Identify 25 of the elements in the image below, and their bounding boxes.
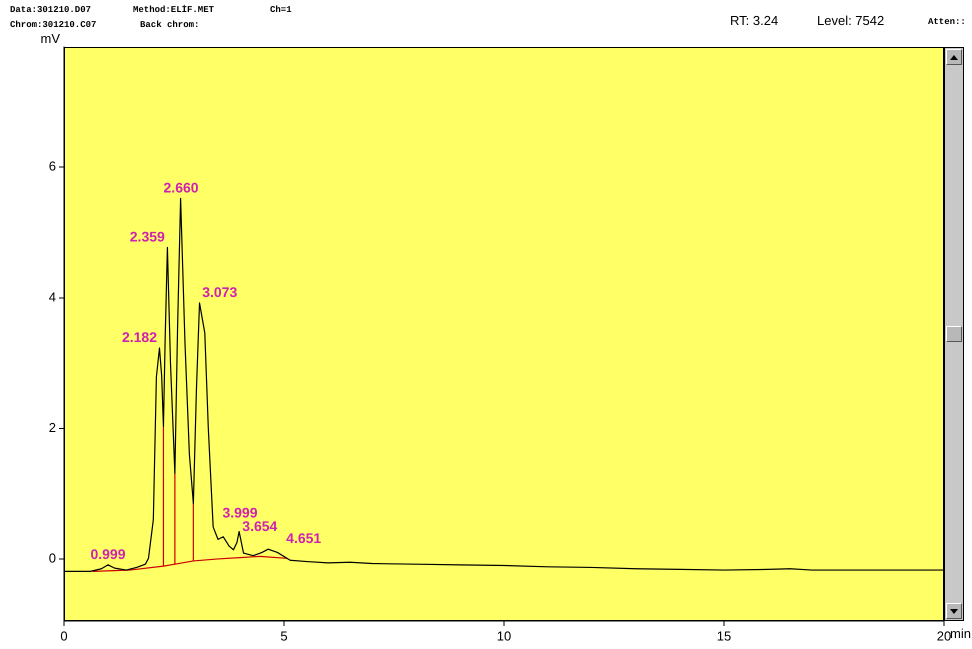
x-tick-label: 10 bbox=[496, 628, 512, 644]
annotation: 2.182 bbox=[122, 329, 158, 346]
annotation: 3.073 bbox=[202, 284, 238, 300]
annotation: 0.999 bbox=[90, 546, 126, 562]
y-tick-label: 4 bbox=[48, 289, 56, 304]
text: Data:301210.D07 bbox=[10, 5, 92, 15]
y-tick-label: 0 bbox=[48, 550, 56, 566]
text: Chrom:301210.C07 bbox=[10, 20, 96, 30]
text: RT: 3.24 bbox=[730, 13, 778, 28]
text: Ch=1 bbox=[270, 5, 292, 15]
annotation: 4.651 bbox=[286, 530, 322, 546]
x-tick-label: 5 bbox=[280, 628, 288, 644]
text: Method:ELİF.MET bbox=[133, 5, 214, 15]
text: Back chrom: bbox=[140, 20, 200, 30]
x-axis-title: min bbox=[950, 626, 971, 642]
y-axis-title: mV bbox=[40, 31, 60, 46]
annotation: 2.660 bbox=[164, 180, 199, 196]
x-tick-label: 20 bbox=[936, 628, 952, 644]
y-tick-label: 2 bbox=[48, 420, 56, 435]
text: Atten:: bbox=[928, 17, 966, 27]
x-tick-label: 0 bbox=[60, 628, 68, 644]
y-tick-label: 6 bbox=[48, 158, 56, 174]
text: Level: 7542 bbox=[817, 13, 884, 28]
x-tick-label: 15 bbox=[716, 628, 732, 644]
annotation: 2.359 bbox=[130, 228, 166, 244]
